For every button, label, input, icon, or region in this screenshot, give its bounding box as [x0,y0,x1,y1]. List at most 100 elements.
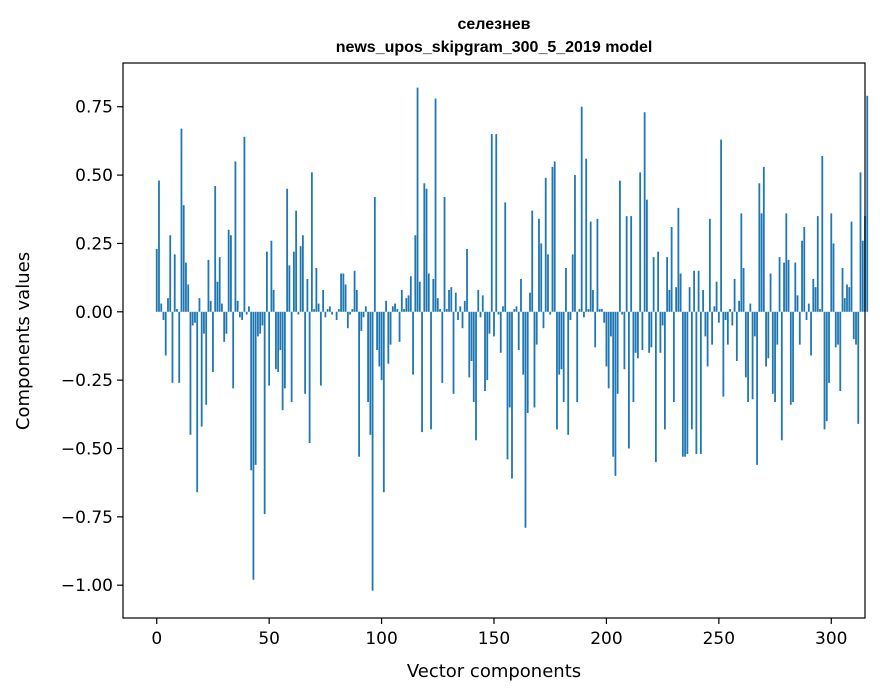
bar-239 [693,270,696,312]
bar-306 [843,298,846,312]
bar-158 [511,311,513,479]
y-axis-ticks: 0.75 0.50 0.25 0.00 −0.25 −0.50 −0.75 −1.00 [61,98,123,596]
bar-7 [171,311,174,383]
bar-59 [288,265,291,312]
bar-249 [715,281,718,312]
bar-146 [484,311,486,392]
bar-288 [803,227,806,312]
x-tick-label: 300 [815,629,847,649]
bar-228 [668,289,671,312]
bar-208 [623,311,626,370]
bar-134 [457,311,459,320]
bar-106 [394,303,396,312]
bar-73 [319,311,322,386]
bar-30 [223,311,226,342]
y-tick-label: 0.75 [75,98,113,118]
bar-176 [551,166,554,312]
bar-245 [706,311,709,367]
bar-5 [167,298,169,312]
bar-2 [160,303,163,312]
bar-0 [155,248,158,312]
bar-212 [632,311,635,403]
bar-218 [646,199,648,312]
bar-34 [232,311,235,389]
bar-159 [513,309,516,312]
bar-113 [409,276,412,312]
bar-193 [589,221,592,312]
bar-274 [771,311,774,394]
bar-89 [355,289,358,312]
bar-243 [702,289,705,312]
bar-112 [407,295,410,312]
bar-263 [747,311,749,403]
x-tick-label: 50 [258,629,280,649]
bar-122 [430,311,432,430]
bar-33 [230,235,232,312]
bar-127 [441,311,444,383]
bar-31 [225,311,228,334]
bar-250 [717,311,720,323]
bar-126 [439,309,441,312]
bar-167 [531,210,534,312]
bar-94 [367,311,369,403]
bar-108 [398,311,401,342]
bar-220 [650,311,653,348]
bar-9 [176,309,178,312]
bar-296 [821,155,824,312]
bar-165 [526,311,529,413]
bar-69 [310,172,313,312]
bar-269 [760,213,763,312]
bar-233 [679,273,682,312]
bar-206 [619,180,621,312]
bar-207 [621,311,624,315]
bar-76 [326,309,329,312]
bar-148 [488,311,491,334]
bar-187 [576,311,579,403]
bar-214 [637,311,639,359]
bar-160 [515,306,518,312]
bar-117 [418,281,421,312]
bar-116 [416,87,419,312]
bar-101 [382,311,385,493]
bar-253 [724,311,727,320]
bar-102 [385,300,387,312]
bar-205 [616,311,619,394]
bar-227 [666,257,669,312]
bar-189 [580,106,583,312]
bar-17 [194,311,196,323]
bar-92 [362,311,365,318]
bar-23 [207,259,210,312]
bar-168 [533,311,536,408]
bar-81 [337,309,340,312]
bar-309 [850,221,853,312]
bar-8 [173,254,176,312]
bar-125 [436,298,439,312]
bar-180 [560,311,563,370]
bar-255 [729,309,731,312]
bar-131 [450,287,453,312]
bar-29 [221,303,223,312]
bar-156 [506,311,509,460]
bar-254 [726,311,729,345]
bar-175 [549,311,552,315]
bar-97 [373,196,376,312]
bar-276 [776,311,779,345]
bar-273 [769,273,772,312]
bar-75 [324,311,327,318]
bar-164 [524,311,527,528]
bar-185 [571,254,574,312]
bar-201 [607,311,610,389]
bar-68 [308,311,311,444]
x-axis-label: Vector components [407,661,581,682]
bar-179 [558,311,561,375]
bar-74 [322,289,325,312]
bar-66 [304,311,307,394]
bar-149 [490,134,493,312]
bar-77 [328,306,331,312]
bar-47 [261,311,264,326]
bar-87 [351,309,354,312]
x-tick-label: 100 [365,629,397,649]
bar-295 [819,309,821,312]
bar-32 [227,229,230,312]
